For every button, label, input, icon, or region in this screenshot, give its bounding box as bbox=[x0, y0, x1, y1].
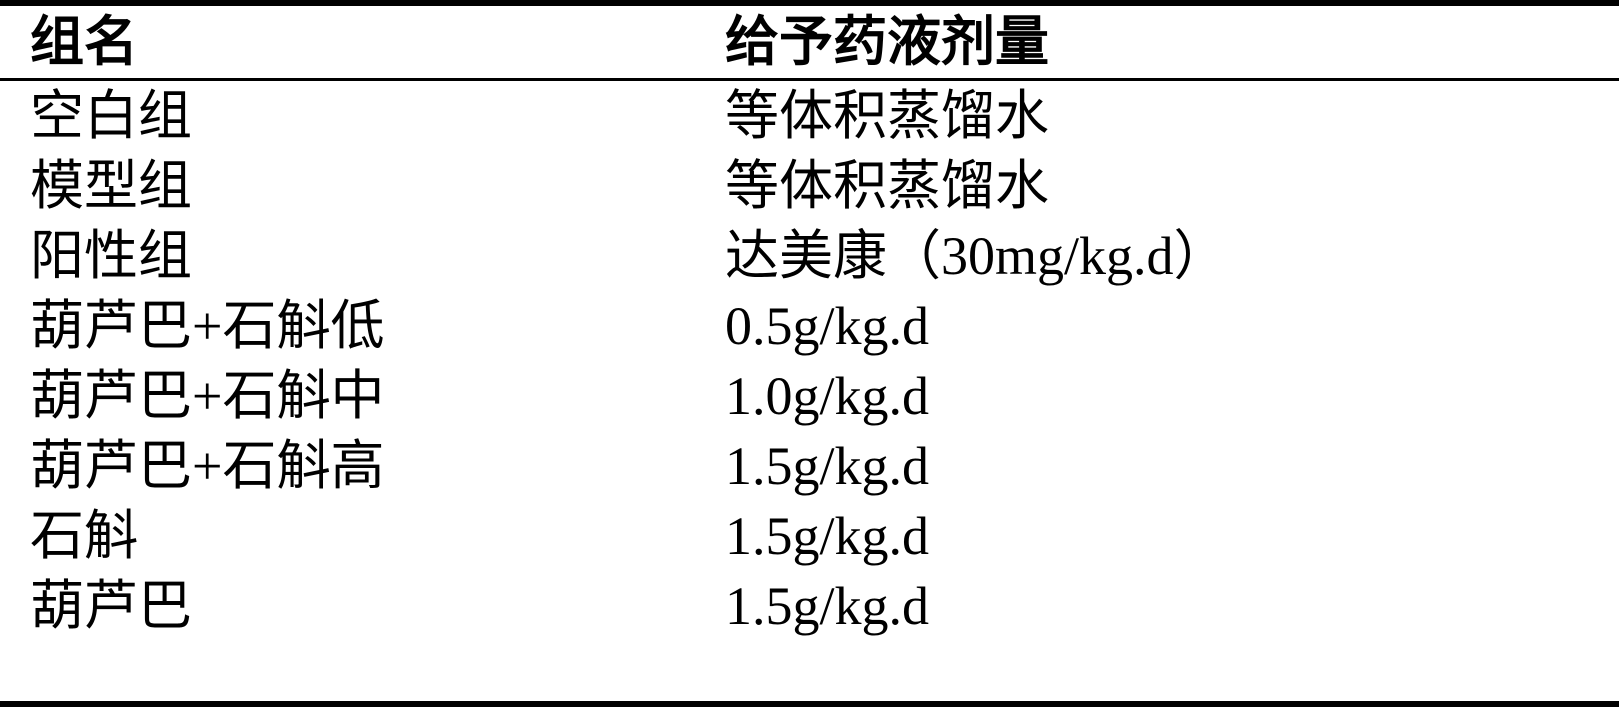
table-row: 葫芦巴 1.5g/kg.d bbox=[0, 571, 1619, 641]
table-row: 石斛 1.5g/kg.d bbox=[0, 501, 1619, 571]
cell-group: 葫芦巴+石斛低 bbox=[0, 291, 725, 361]
cell-dose: 0.5g/kg.d bbox=[725, 291, 1619, 361]
table-row: 葫芦巴+石斛低 0.5g/kg.d bbox=[0, 291, 1619, 361]
cell-dose: 达美康（30mg/kg.d） bbox=[725, 221, 1619, 291]
cell-group: 葫芦巴+石斛中 bbox=[0, 361, 725, 431]
cell-dose: 1.5g/kg.d bbox=[725, 571, 1619, 641]
cell-group: 葫芦巴 bbox=[0, 571, 725, 641]
cell-dose: 1.5g/kg.d bbox=[725, 431, 1619, 501]
cell-group: 葫芦巴+石斛高 bbox=[0, 431, 725, 501]
col-header-dose: 给予药液剂量 bbox=[725, 6, 1619, 78]
table-row: 空白组 等体积蒸馏水 bbox=[0, 81, 1619, 151]
table-row: 阳性组 达美康（30mg/kg.d） bbox=[0, 221, 1619, 291]
cell-group: 石斛 bbox=[0, 501, 725, 571]
cell-group: 模型组 bbox=[0, 151, 725, 221]
dosage-table: 组名 给予药液剂量 空白组 等体积蒸馏水 模型组 等体积蒸馏水 阳性组 达美康（… bbox=[0, 0, 1619, 707]
cell-dose: 1.5g/kg.d bbox=[725, 501, 1619, 571]
table-row: 葫芦巴+石斛中 1.0g/kg.d bbox=[0, 361, 1619, 431]
table-row: 模型组 等体积蒸馏水 bbox=[0, 151, 1619, 221]
cell-dose: 等体积蒸馏水 bbox=[725, 151, 1619, 221]
table-bottom-rule bbox=[0, 701, 1619, 707]
col-header-group: 组名 bbox=[0, 6, 725, 78]
table-bottom-gap bbox=[0, 641, 1619, 701]
table-header-row: 组名 给予药液剂量 bbox=[0, 6, 1619, 78]
table-row: 葫芦巴+石斛高 1.5g/kg.d bbox=[0, 431, 1619, 501]
cell-group: 空白组 bbox=[0, 81, 725, 151]
cell-dose: 1.0g/kg.d bbox=[725, 361, 1619, 431]
cell-dose: 等体积蒸馏水 bbox=[725, 81, 1619, 151]
cell-group: 阳性组 bbox=[0, 221, 725, 291]
